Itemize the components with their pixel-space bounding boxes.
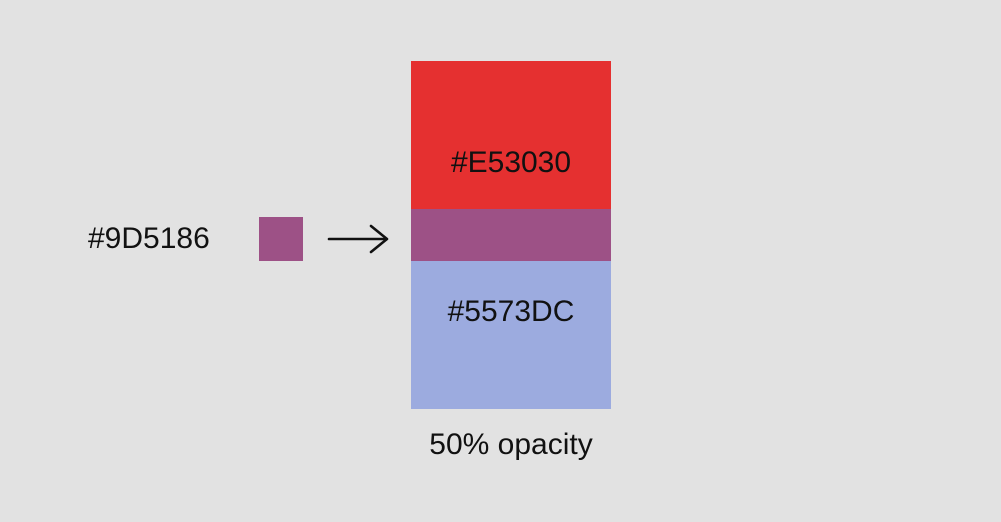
right-arrow-icon xyxy=(327,224,389,254)
result-color-swatch xyxy=(259,217,303,261)
opacity-caption: 50% opacity xyxy=(429,428,593,461)
color-layer-stack: #E53030 #5573DC xyxy=(411,61,611,409)
result-color-label: #9D5186 xyxy=(88,222,210,255)
blue-layer-label: #5573DC xyxy=(447,295,575,328)
red-layer-label: #E53030 xyxy=(450,146,572,179)
overlap-color-region xyxy=(411,209,611,261)
